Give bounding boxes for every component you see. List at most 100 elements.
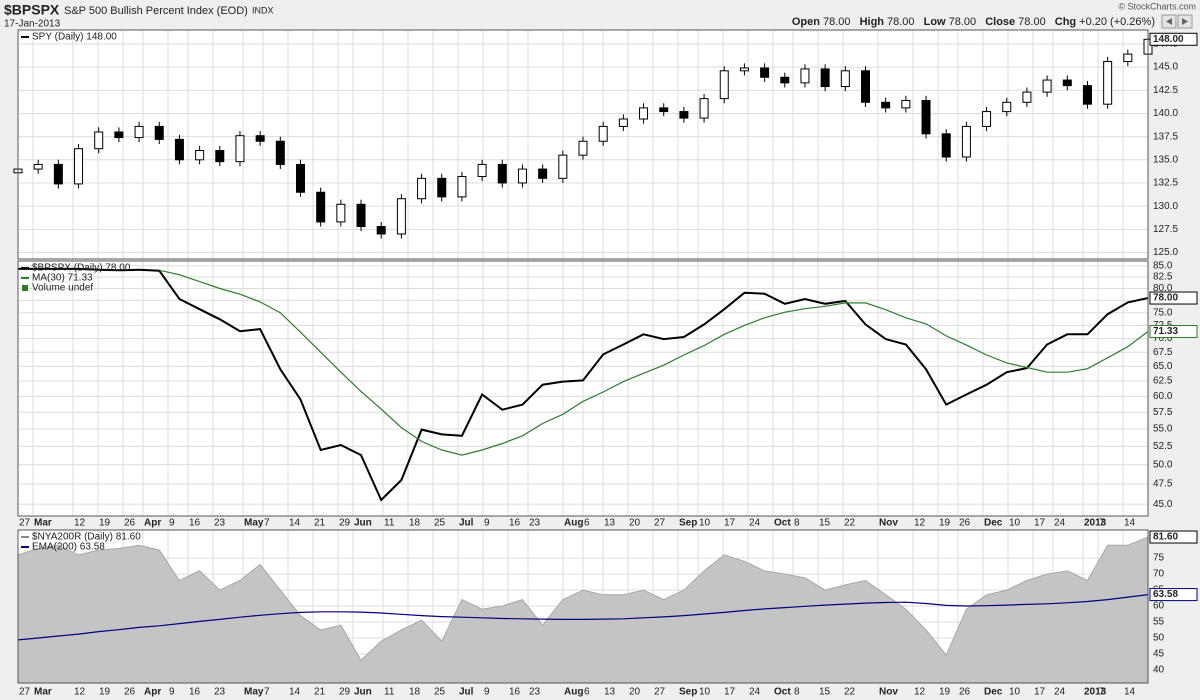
x-tick-label: 9 xyxy=(169,687,175,698)
candle-body xyxy=(275,140,285,165)
y-tick-label: 50.0 xyxy=(1153,459,1173,470)
x-tick-label: 7 xyxy=(1099,687,1105,698)
candle-body xyxy=(598,125,608,142)
x-tick-label: 10 xyxy=(699,518,711,529)
x-tick-label: 18 xyxy=(409,687,421,698)
candle-body xyxy=(1082,85,1092,105)
y-tick-label: 135.0 xyxy=(1153,154,1178,165)
x-tick-label: Nov xyxy=(879,518,898,529)
candle-body xyxy=(417,177,427,200)
candle-body xyxy=(941,133,951,158)
x-tick-label: 8 xyxy=(794,687,800,698)
x-tick-label: 21 xyxy=(314,518,326,529)
candle-body xyxy=(74,148,84,185)
panel-border xyxy=(17,29,1149,260)
y-tick-label: 85.0 xyxy=(1153,260,1173,271)
candle-body xyxy=(215,150,225,163)
x-tick-label: 7 xyxy=(1099,518,1105,529)
y-tick-label: 40 xyxy=(1153,665,1165,676)
y-tick-label: 70 xyxy=(1153,569,1165,580)
x-tick-label: 24 xyxy=(749,518,761,529)
x-tick-label: 27 xyxy=(19,518,31,529)
candle-body xyxy=(982,111,992,127)
x-tick-label: 18 xyxy=(409,518,421,529)
candle-body xyxy=(114,131,124,139)
line xyxy=(159,269,1149,456)
x-tick-label: 13 xyxy=(604,687,616,698)
x-tick-label: 15 xyxy=(819,518,831,529)
area xyxy=(17,536,1149,684)
last-value-box xyxy=(1149,325,1198,339)
legend-label: $NYA200R (Daily) 81.60 xyxy=(32,532,141,543)
candle-body xyxy=(1002,101,1012,113)
y-tick-label: 75 xyxy=(1153,553,1165,564)
y-tick-label: 52.5 xyxy=(1153,441,1173,452)
last-value-box xyxy=(1149,588,1198,602)
quote-label: Low xyxy=(924,16,946,28)
x-tick-label: 14 xyxy=(1124,518,1136,529)
y-tick-label: 60.0 xyxy=(1153,391,1173,402)
candle-body xyxy=(840,70,850,88)
y-tick-label: 142.5 xyxy=(1153,85,1178,96)
candle-body xyxy=(174,138,184,161)
candle-body xyxy=(901,99,911,109)
x-tick-label: 26 xyxy=(959,687,971,698)
x-tick-label: 27 xyxy=(19,687,31,698)
scroll-arrows[interactable] xyxy=(1161,14,1193,29)
candle-body xyxy=(94,131,104,150)
x-tick-label: 23 xyxy=(529,687,541,698)
candle-body xyxy=(336,203,346,223)
y-tick-label: 50 xyxy=(1153,633,1165,644)
y-tick-label: 140.0 xyxy=(1153,108,1178,119)
candle-body xyxy=(578,140,588,156)
x-tick-label: 12 xyxy=(74,518,86,529)
last-value-label: 71.33 xyxy=(1153,326,1178,337)
candle-body xyxy=(881,101,891,109)
candle-body xyxy=(800,68,810,84)
x-tick-label: May xyxy=(244,687,264,698)
x-tick-label: 16 xyxy=(189,687,201,698)
candle-body xyxy=(719,70,729,100)
legend-label: SPY (Daily) 148.00 xyxy=(32,32,117,43)
x-tick-label: 6 xyxy=(584,687,590,698)
quote-value: 78.00 xyxy=(1018,16,1046,28)
x-tick-label: Dec xyxy=(984,687,1003,698)
candle-body xyxy=(861,70,870,103)
x-tick-label: 12 xyxy=(914,687,926,698)
last-value-box xyxy=(1149,32,1198,46)
candle-body xyxy=(739,67,749,72)
candle-body xyxy=(33,163,43,170)
y-tick-label: 132.5 xyxy=(1153,178,1178,189)
x-tick-label: Jun xyxy=(354,687,372,698)
x-tick-label: 16 xyxy=(509,687,521,698)
candle-body xyxy=(497,163,507,184)
x-tick-label: Aug xyxy=(564,687,583,698)
last-value-box xyxy=(1149,291,1198,305)
x-tick-label: Nov xyxy=(879,687,898,698)
candle-body xyxy=(396,198,406,235)
x-tick-label: 19 xyxy=(99,518,111,529)
candle-body xyxy=(437,177,447,198)
x-tick-label: 10 xyxy=(1009,687,1021,698)
x-tick-label: 9 xyxy=(484,518,490,529)
index-name: S&P 500 Bullish Percent Index (EOD) xyxy=(64,5,248,17)
x-tick-label: 20 xyxy=(629,687,641,698)
y-tick-label: 45.0 xyxy=(1153,499,1173,510)
x-tick-label: 15 xyxy=(819,687,831,698)
x-tick-label: May xyxy=(244,518,264,529)
x-tick-label: 27 xyxy=(654,687,666,698)
last-value-label: 78.00 xyxy=(1153,293,1178,304)
x-tick-label: 10 xyxy=(699,687,711,698)
x-tick-label: Dec xyxy=(984,518,1003,529)
quote-label: High xyxy=(860,16,885,28)
quote-label: Close xyxy=(985,16,1015,28)
y-tick-label: 127.5 xyxy=(1153,224,1178,235)
candle-body xyxy=(356,203,366,228)
last-value-box xyxy=(1149,530,1198,544)
candle-body xyxy=(780,76,790,84)
x-tick-label: 19 xyxy=(99,687,111,698)
y-tick-label: 60 xyxy=(1153,601,1165,612)
candle-body xyxy=(639,107,649,120)
y-tick-label: 57.5 xyxy=(1153,407,1173,418)
